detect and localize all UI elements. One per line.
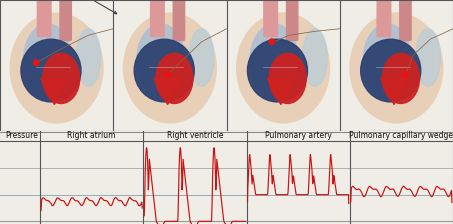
- Ellipse shape: [189, 29, 214, 86]
- Text: Pulmonary capillary wedge: Pulmonary capillary wedge: [349, 131, 453, 140]
- Ellipse shape: [134, 39, 194, 102]
- Polygon shape: [267, 78, 294, 105]
- Text: Pulmonary artery: Pulmonary artery: [265, 131, 332, 140]
- Ellipse shape: [247, 39, 308, 102]
- Polygon shape: [154, 78, 181, 105]
- Circle shape: [403, 72, 408, 77]
- Text: Right atrium: Right atrium: [67, 131, 116, 140]
- Ellipse shape: [361, 39, 421, 102]
- Ellipse shape: [124, 13, 216, 123]
- Polygon shape: [381, 78, 408, 105]
- Ellipse shape: [10, 13, 103, 123]
- FancyBboxPatch shape: [173, 0, 185, 41]
- Ellipse shape: [23, 24, 72, 99]
- Ellipse shape: [269, 53, 306, 103]
- Circle shape: [165, 72, 170, 77]
- FancyBboxPatch shape: [400, 0, 411, 41]
- Ellipse shape: [416, 29, 440, 86]
- Ellipse shape: [382, 53, 419, 103]
- FancyBboxPatch shape: [287, 0, 298, 41]
- Ellipse shape: [156, 53, 193, 103]
- Ellipse shape: [21, 39, 81, 102]
- Ellipse shape: [350, 13, 443, 123]
- Text: Pressure: Pressure: [5, 131, 38, 140]
- Circle shape: [34, 60, 39, 66]
- FancyBboxPatch shape: [264, 0, 277, 37]
- Ellipse shape: [303, 29, 327, 86]
- Ellipse shape: [136, 24, 185, 99]
- Polygon shape: [41, 78, 68, 105]
- Ellipse shape: [250, 24, 299, 99]
- FancyBboxPatch shape: [37, 0, 51, 37]
- Text: Right ventricle: Right ventricle: [167, 131, 223, 140]
- Ellipse shape: [237, 13, 329, 123]
- FancyBboxPatch shape: [377, 0, 390, 37]
- FancyBboxPatch shape: [150, 0, 164, 37]
- Ellipse shape: [43, 53, 80, 103]
- FancyBboxPatch shape: [60, 0, 72, 41]
- Circle shape: [269, 39, 274, 45]
- Ellipse shape: [363, 24, 412, 99]
- Ellipse shape: [76, 29, 101, 86]
